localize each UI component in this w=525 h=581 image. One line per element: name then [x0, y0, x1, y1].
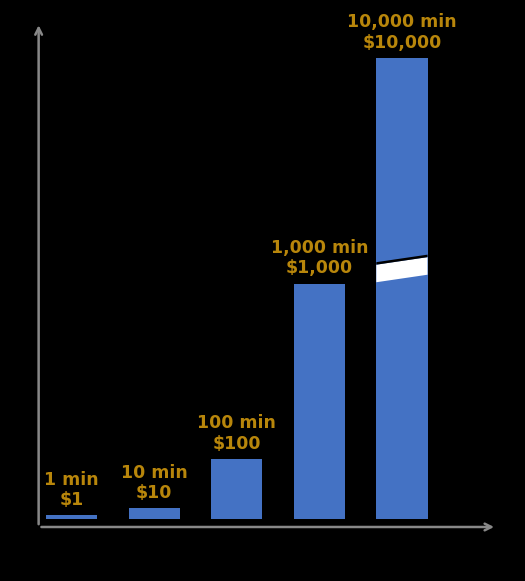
- Text: 1 min
$1: 1 min $1: [44, 471, 99, 510]
- Text: 10,000 min
$10,000: 10,000 min $10,000: [347, 13, 457, 52]
- Bar: [211, 459, 262, 519]
- Bar: [129, 508, 180, 519]
- Text: 100 min
$100: 100 min $100: [197, 414, 276, 453]
- Polygon shape: [376, 254, 427, 265]
- Polygon shape: [376, 257, 427, 282]
- Bar: [46, 515, 97, 519]
- Text: 10 min
$10: 10 min $10: [121, 464, 187, 503]
- Bar: [376, 58, 427, 519]
- Text: 1,000 min
$1,000: 1,000 min $1,000: [270, 239, 368, 278]
- Bar: [294, 284, 345, 519]
